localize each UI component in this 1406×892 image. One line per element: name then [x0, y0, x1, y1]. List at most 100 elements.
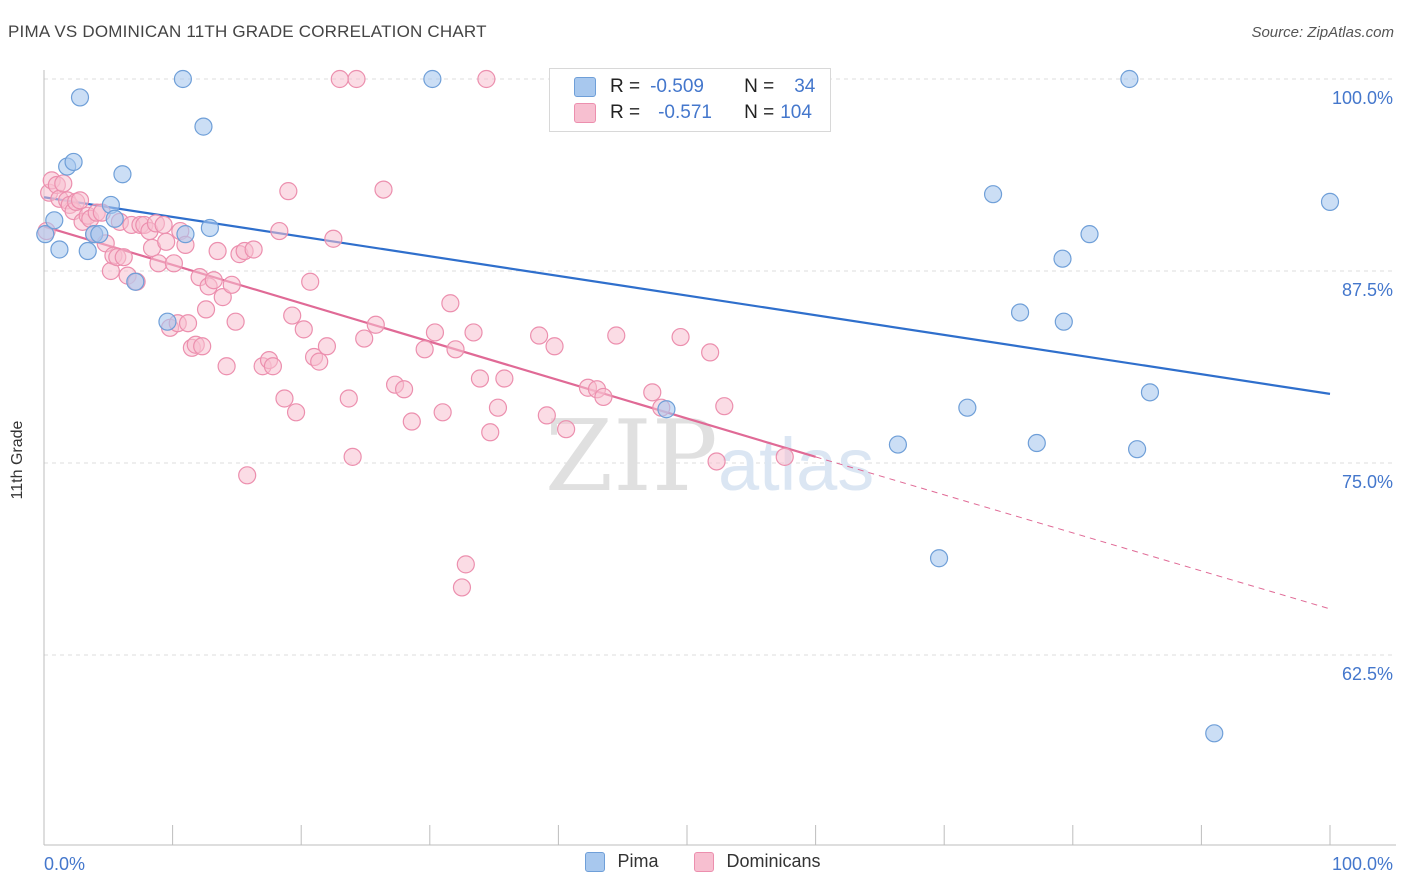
data-point-dominicans: [557, 420, 576, 439]
data-point-pima: [158, 312, 177, 331]
data-point-pima: [1080, 225, 1099, 244]
data-point-dominicans: [607, 326, 626, 345]
data-point-pima: [78, 241, 97, 261]
data-point-dominicans: [594, 387, 613, 407]
data-point-dominicans: [343, 447, 362, 466]
data-point-dominicans: [164, 254, 183, 273]
tick-label-layer: 62.5% 75.0% 87.5% 100.0% 0.0% 100.0%: [44, 88, 1393, 874]
data-point-dominicans: [275, 389, 294, 408]
legend-n-value: 34: [794, 76, 816, 97]
data-point-dominicans: [347, 69, 366, 89]
data-point-dominicans: [204, 271, 223, 290]
grid-layer: [44, 78, 1396, 656]
data-point-dominicans: [415, 340, 434, 359]
data-point-dominicans: [279, 182, 298, 201]
data-point-dominicans: [707, 452, 726, 471]
data-point-pima: [1010, 303, 1030, 322]
data-point-dominicans: [402, 412, 421, 431]
legend-r-value: -0.509: [650, 76, 704, 97]
x-tick-label: 100.0%: [1332, 854, 1393, 874]
data-point-dominicans: [530, 326, 549, 345]
data-point-pima: [423, 69, 442, 89]
data-point-dominicans: [488, 398, 508, 417]
data-point-pima: [200, 218, 219, 238]
data-point-dominicans: [477, 69, 496, 89]
data-point-dominicans: [643, 383, 662, 402]
legend-r-label: R =: [610, 102, 641, 123]
data-point-dominicans: [464, 323, 483, 342]
data-point-dominicans: [545, 337, 564, 356]
data-point-pima: [1205, 724, 1224, 743]
data-point-dominicans: [775, 447, 794, 466]
data-point-pima: [1054, 312, 1073, 331]
data-point-pima: [1320, 192, 1340, 211]
data-point-dominicans: [470, 369, 490, 388]
data-point-dominicans: [213, 288, 232, 307]
data-point-dominicans: [286, 403, 306, 422]
data-point-pima: [45, 211, 64, 230]
points-layer: [36, 69, 1340, 743]
data-point-pima: [113, 165, 132, 184]
x-tick-label: 0.0%: [44, 854, 85, 874]
legend-label-pima: Pima: [617, 851, 659, 871]
data-point-dominicans: [355, 329, 374, 348]
data-point-pima: [929, 549, 949, 568]
source-label: Source: ZipAtlas.com: [1251, 24, 1394, 41]
data-point-pima: [36, 225, 55, 244]
data-point-dominicans: [217, 357, 236, 376]
data-point-dominicans: [193, 337, 212, 356]
legend-n-label: N =: [744, 102, 775, 123]
legend-r-label: R =: [610, 76, 641, 97]
data-point-dominicans: [317, 337, 337, 356]
data-point-dominicans: [301, 272, 320, 291]
data-point-pima: [70, 88, 90, 107]
data-point-dominicans: [456, 555, 475, 574]
trendline-dominicans-extension: [815, 456, 1331, 610]
data-point-pima: [1027, 433, 1046, 453]
bottom-legend-dominicans[interactable]: Dominicans: [694, 851, 821, 872]
data-point-dominicans: [310, 352, 329, 371]
data-point-dominicans: [330, 69, 349, 89]
watermark-atlas: atlas: [718, 423, 874, 506]
legend-n-label: N =: [744, 76, 775, 97]
data-point-dominicans: [701, 343, 720, 362]
y-tick-label: 62.5%: [1342, 664, 1393, 684]
data-point-pima: [90, 225, 109, 244]
data-point-dominicans: [671, 327, 690, 347]
data-point-dominicans: [154, 215, 173, 235]
data-point-pima: [1053, 249, 1072, 268]
legend-swatch-pima: [574, 77, 596, 97]
data-point-dominicans: [715, 397, 734, 416]
data-point-dominicans: [149, 254, 168, 273]
data-point-dominicans: [433, 403, 452, 422]
y-tick-label: 87.5%: [1342, 280, 1393, 300]
data-point-pima: [958, 398, 977, 417]
data-point-pima: [50, 240, 69, 259]
legend-swatch-dominicans: [574, 103, 596, 123]
legend-label-dominicans: Dominicans: [726, 851, 821, 871]
chart-title: PIMA VS DOMINICAN 11TH GRADE CORRELATION…: [8, 22, 487, 41]
data-point-dominicans: [196, 300, 216, 319]
data-point-pima: [64, 152, 83, 172]
data-point-dominicans: [222, 275, 241, 294]
data-point-dominicans: [452, 578, 472, 597]
legend-row-pima: R = -0.509 N = 34: [574, 75, 815, 99]
trendline-pima: [43, 196, 1331, 395]
data-point-pima: [173, 69, 192, 89]
data-point-pima: [657, 400, 676, 419]
legend-swatch-dominicans: [694, 851, 715, 872]
data-point-dominicans: [178, 314, 198, 333]
data-point-pima: [194, 117, 213, 136]
data-point-dominicans: [157, 232, 176, 251]
data-point-dominicans: [226, 312, 245, 331]
data-point-dominicans: [70, 191, 90, 210]
data-point-dominicans: [441, 294, 460, 313]
data-point-pima: [888, 435, 908, 454]
legend-r-value: -0.571: [658, 102, 712, 123]
data-point-dominicans: [446, 340, 465, 359]
y-tick-label: 100.0%: [1332, 88, 1393, 108]
data-point-dominicans: [495, 369, 514, 388]
bottom-legend-pima[interactable]: Pima: [585, 851, 658, 872]
legend-n-value: 104: [780, 102, 812, 123]
